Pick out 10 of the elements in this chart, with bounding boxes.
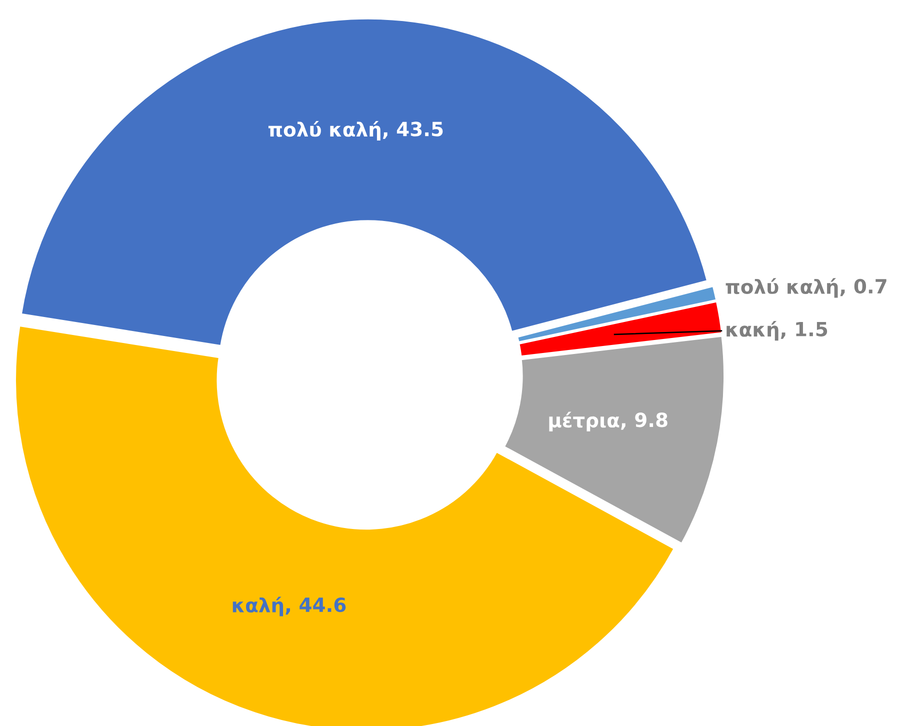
data-label: , 44.6 [286, 597, 346, 615]
slice-label: πολύ καλή [726, 278, 838, 298]
slice-label: πολύ καλή [268, 120, 380, 141]
slice-label: κακή [726, 321, 778, 341]
slice-label: μέτρια [549, 412, 620, 432]
data-label: , 1.5 [780, 322, 828, 339]
data-label: , 0.7 [840, 278, 886, 296]
data-label: , 9.8 [621, 412, 668, 430]
slice-label: καλή [232, 596, 284, 616]
data-label: , 43.5 [382, 122, 443, 139]
